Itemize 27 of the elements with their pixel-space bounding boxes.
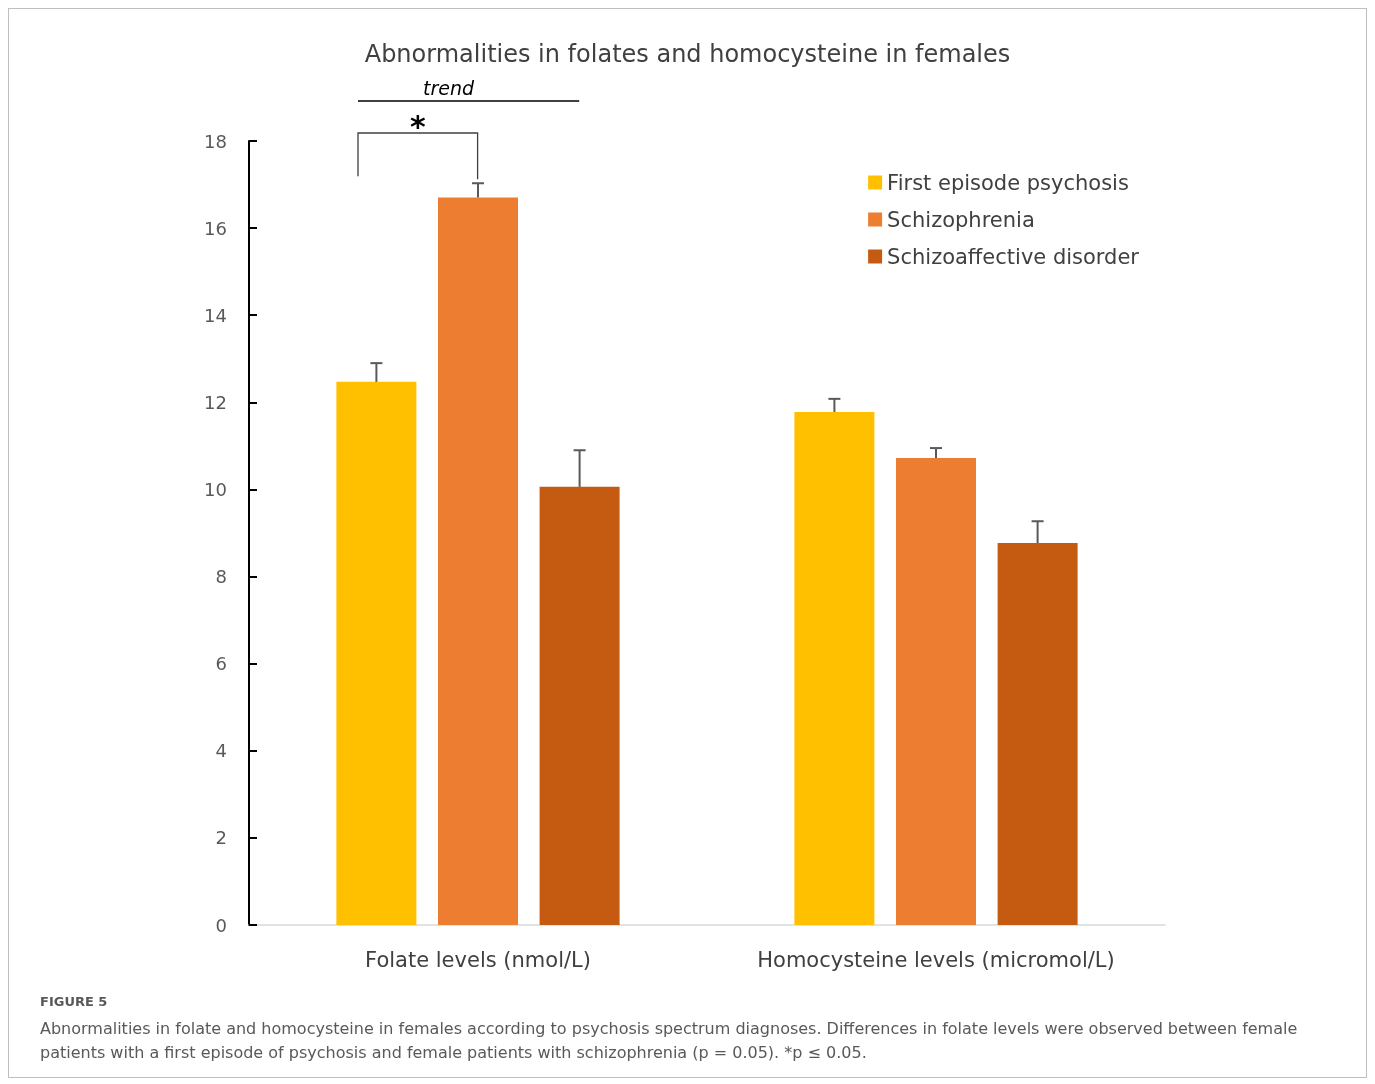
chart-title: Abnormalities in folates and homocysteine in females: [364, 40, 1011, 68]
y-tick-label: 16: [204, 217, 227, 239]
caption: FIGURE 5: [40, 994, 109, 1009]
bar: [336, 381, 417, 925]
y-tick-label: 18: [204, 130, 227, 152]
y-tick-label: 12: [204, 391, 227, 413]
bar: [438, 197, 518, 925]
significance-bracket: *: [358, 107, 480, 180]
bar: [896, 458, 976, 925]
bar: [794, 411, 875, 925]
bar: [539, 486, 620, 925]
legend-label: Schizophrenia: [887, 207, 1035, 232]
y-tick-label: 6: [215, 653, 227, 675]
y-tick-label: 14: [204, 304, 227, 326]
y-tick-label: 2: [215, 827, 227, 849]
trend-bracket: trend: [358, 79, 580, 103]
x-tick-label: Homocysteine levels (micromol/L): [757, 947, 1115, 972]
annotation: *: [410, 109, 427, 144]
y-tick-label: 4: [215, 740, 227, 762]
y-tick-label: 8: [215, 566, 227, 588]
bar: [997, 543, 1078, 925]
x-tick-label: Folate levels (nmol/L): [365, 947, 591, 972]
y-tick-label: 0: [215, 914, 227, 936]
legend-label: Schizoaffective disorder: [887, 244, 1140, 269]
legend-label: First episode psychosis: [887, 170, 1129, 195]
y-tick-label: 10: [204, 478, 227, 500]
text: Abnormalities in folate and homocysteine in females according to psychosis spectrum diagnoses. Differences in folate levels were observed between female patients with a first episode of psychosis and female patients with schizophrenia (p = 0.05). *p ≤ 0.05.: [40, 1018, 1299, 1064]
